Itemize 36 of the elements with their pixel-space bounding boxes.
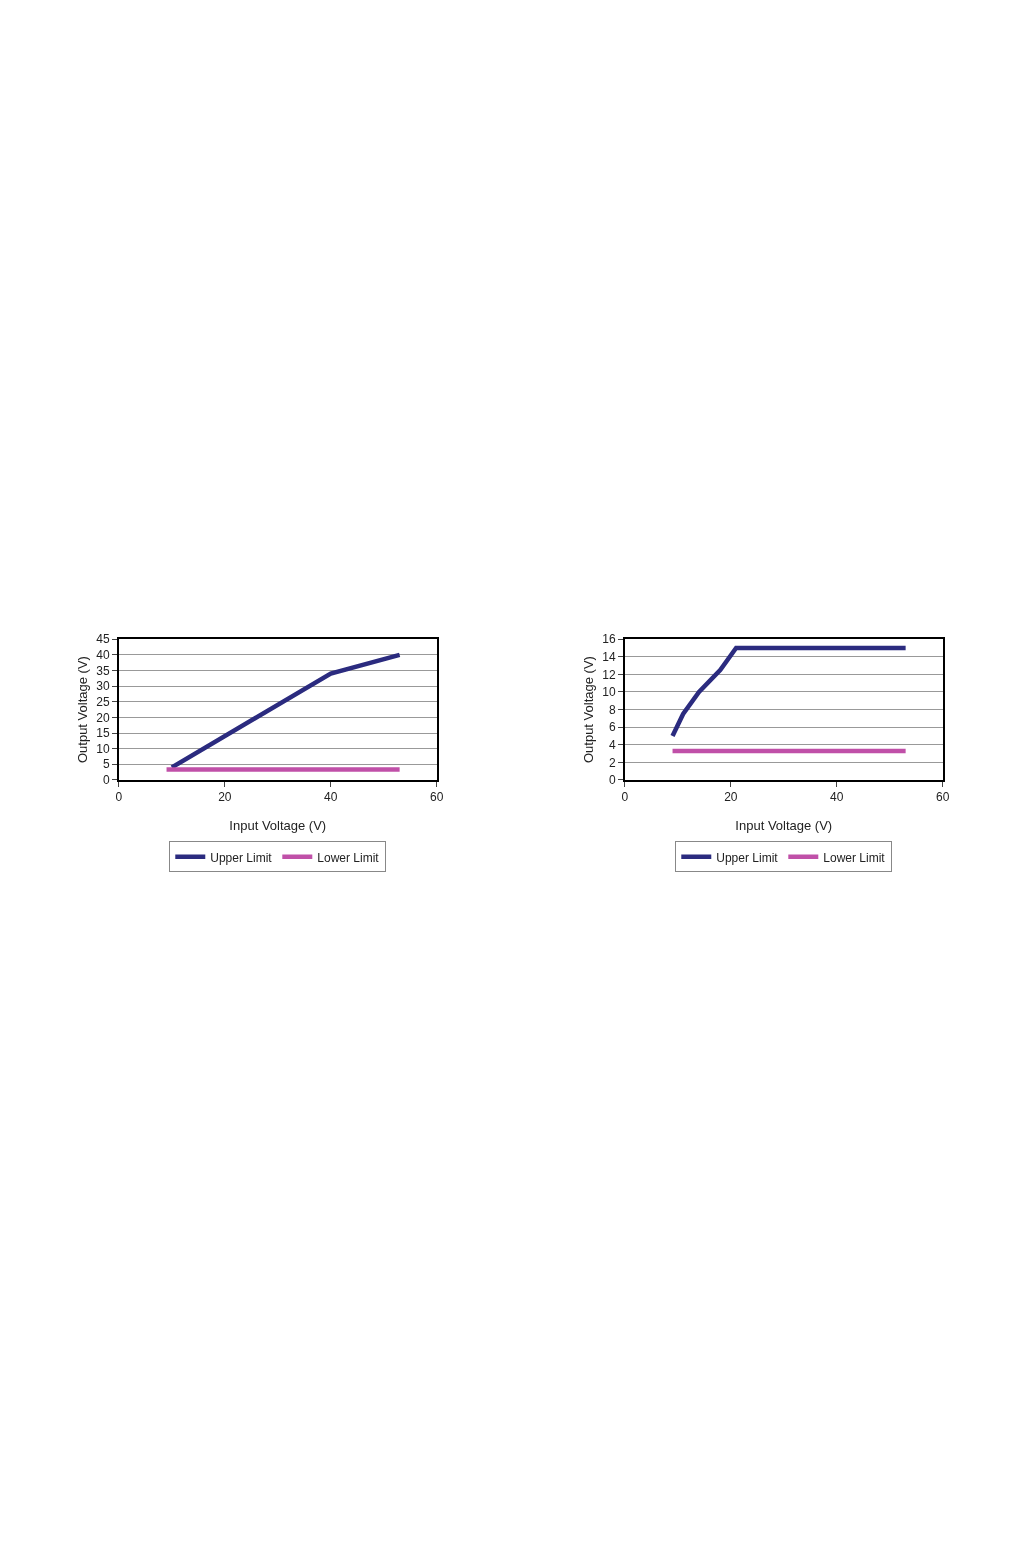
y-tick-label: 8 — [609, 702, 617, 717]
y-tick-label: 35 — [96, 663, 111, 678]
legend-label: Lower Limit — [317, 850, 380, 865]
x-tick-label: 40 — [324, 790, 338, 805]
x-tick-label: 0 — [621, 790, 629, 805]
x-tick-label: 40 — [830, 790, 844, 805]
y-axis-title: Output Voltage (V) — [580, 656, 596, 764]
x-tick-label: 0 — [115, 790, 123, 805]
y-tick-label: 25 — [96, 694, 111, 709]
y-tick-label: 0 — [103, 773, 111, 788]
legend-label: Lower Limit — [823, 850, 886, 865]
x-axis-title: Input Voltage (V) — [735, 818, 833, 834]
x-tick-label: 60 — [430, 790, 444, 805]
y-tick-label: 40 — [96, 648, 111, 663]
y-tick-label: 14 — [602, 650, 617, 664]
y-tick-label: 30 — [96, 679, 111, 694]
y-tick-label: 45 — [96, 632, 111, 647]
y-tick-label: 12 — [602, 667, 617, 682]
x-axis-title: Input Voltage (V) — [229, 818, 327, 834]
x-tick-label: 20 — [218, 790, 232, 805]
y-tick-label: 15 — [96, 726, 111, 741]
y-tick-label: 16 — [602, 632, 617, 647]
y-tick-label: 5 — [103, 757, 111, 772]
x-tick-label: 20 — [724, 790, 738, 805]
legend-label: Upper Limit — [716, 850, 779, 865]
y-tick-label: 2 — [609, 755, 617, 770]
y-tick-label: 10 — [96, 741, 111, 756]
x-tick-label: 60 — [936, 790, 950, 805]
line-series — [670, 645, 908, 739]
y-tick-label: 20 — [96, 710, 111, 725]
y-tick-label: 0 — [609, 773, 617, 788]
legend-label: Upper Limit — [210, 850, 273, 865]
y-tick-label: 4 — [609, 737, 617, 752]
y-tick-label: 6 — [609, 720, 617, 735]
y-axis-title: Output Voltage (V) — [74, 656, 90, 764]
y-tick-label: 10 — [602, 685, 617, 700]
